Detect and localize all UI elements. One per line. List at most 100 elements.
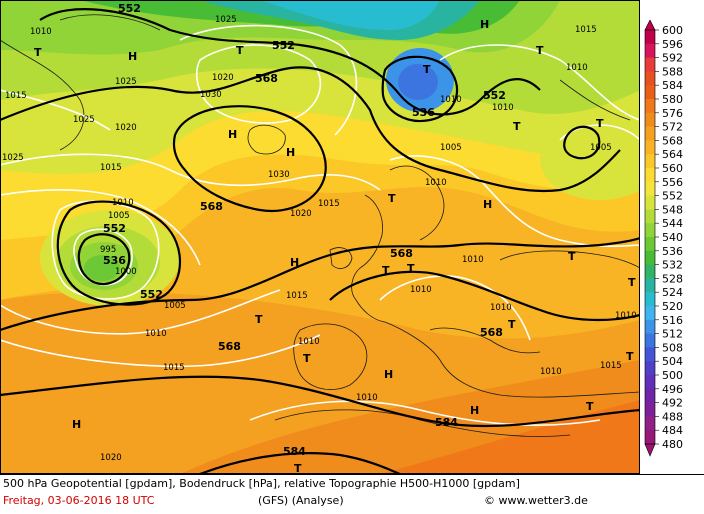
pressure-label: 1015 (163, 363, 185, 373)
legend-swatch (645, 416, 655, 431)
legend-label: 528 (662, 272, 683, 285)
gp-label: 568 (218, 340, 241, 353)
legend-swatch (645, 237, 655, 252)
low-marker: T (536, 44, 544, 57)
color-legend: 600 596 592 588 584 580 576 572 568 564 560 556 552 5… (640, 19, 704, 460)
pressure-label: 1020 (212, 73, 234, 83)
pressure-label: 1010 (540, 367, 562, 377)
legend-swatch (645, 264, 655, 279)
pressure-label: 1025 (2, 153, 24, 163)
high-marker: H (384, 368, 393, 381)
legend-label: 488 (662, 410, 683, 423)
low-marker: T (407, 262, 415, 275)
legend-label: 532 (662, 259, 683, 272)
legend-label: 580 (662, 93, 683, 106)
gp-label: 552 (103, 222, 126, 235)
pressure-label: 1025 (73, 115, 95, 125)
pressure-label: 1010 (30, 27, 52, 37)
legend-label: 568 (662, 134, 683, 147)
pressure-labels: 1025 1010 1015 1025 1020 1025 1030 1020 … (2, 15, 637, 463)
legend-label: 516 (662, 314, 683, 327)
low-marker: T (34, 46, 42, 59)
legend-swatch (645, 195, 655, 210)
low-marker: T (596, 117, 604, 130)
pressure-label: 1015 (5, 91, 27, 101)
legend-label: 504 (662, 355, 683, 368)
pressure-label: 1010 (566, 63, 588, 73)
pressure-label: 1010 (298, 337, 320, 347)
pressure-label: 1005 (164, 301, 186, 311)
pressure-label: 1030 (268, 170, 290, 180)
legend-label: 600 (662, 24, 683, 37)
legend-swatch (645, 140, 655, 155)
legend-swatch (645, 99, 655, 114)
legend-swatch (645, 278, 655, 293)
legend-swatch (645, 430, 655, 445)
legend-swatch (645, 306, 655, 321)
low-marker: T (586, 400, 594, 413)
legend-label: 576 (662, 107, 683, 120)
legend-swatch (645, 223, 655, 238)
legend-label: 496 (662, 383, 683, 396)
pressure-label: 1010 (490, 303, 512, 313)
low-pressure-centres: T T T T T T T T T T T T T T T T T (34, 44, 636, 474)
legend-swatch (645, 43, 655, 59)
pressure-label: 1015 (575, 25, 597, 35)
copyright: © www.wetter3.de (484, 494, 588, 507)
isobars (0, 24, 640, 427)
legend-swatch (645, 402, 655, 417)
pressure-label: 1010 (356, 393, 378, 403)
legend-label: 564 (662, 148, 683, 161)
legend-swatch (645, 181, 655, 197)
legend-label: 512 (662, 328, 683, 341)
legend-label: 552 (662, 190, 683, 203)
gp-label: 568 (480, 326, 503, 339)
low-marker: T (508, 318, 516, 331)
low-marker: T (388, 192, 396, 205)
legend-swatch (645, 333, 655, 348)
pressure-label: 1010 (410, 285, 432, 295)
legend-label: 572 (662, 121, 683, 134)
legend-swatch (645, 126, 655, 141)
low-marker: T (255, 313, 263, 326)
legend-top-arrow (644, 19, 656, 31)
legend-label: 592 (662, 52, 683, 65)
high-marker: H (128, 50, 137, 63)
pressure-label: 1005 (108, 211, 130, 221)
pressure-label: 1010 (112, 198, 134, 208)
legend-label: 544 (662, 217, 683, 230)
gp-label: 552 (118, 2, 141, 15)
low-marker: T (423, 63, 431, 76)
low-marker: T (626, 350, 634, 363)
legend-label: 596 (662, 38, 683, 51)
gp-label: 552 (140, 288, 163, 301)
gp-label: 584 (435, 416, 458, 429)
legend-swatch (645, 250, 655, 266)
gp-label: 568 (255, 72, 278, 85)
legend-label: 492 (662, 397, 683, 410)
geopotential-contours (0, 8, 640, 474)
pressure-label: 1015 (318, 199, 340, 209)
legend-label: 540 (662, 231, 683, 244)
legend-swatch (645, 361, 655, 376)
legend-swatch (645, 30, 655, 45)
pressure-label: 1015 (100, 163, 122, 173)
map-date: Freitag, 03-06-2016 18 UTC (3, 494, 155, 507)
legend-bottom-arrow (644, 443, 656, 457)
pressure-label: 1025 (115, 77, 137, 87)
gp-label: 536 (103, 254, 126, 267)
pressure-label: 1010 (462, 255, 484, 265)
low-marker: T (294, 462, 302, 474)
pressure-label: 1020 (290, 209, 312, 219)
pressure-label: 1020 (115, 123, 137, 133)
high-marker: H (470, 404, 479, 417)
legend-label: 500 (662, 369, 683, 382)
high-marker: H (480, 18, 489, 31)
pressure-label: 1005 (590, 143, 612, 153)
high-marker: H (483, 198, 492, 211)
gp-label: 552 (483, 89, 506, 102)
legend-label: 524 (662, 286, 683, 299)
pressure-label: 1005 (440, 143, 462, 153)
legend-swatch (645, 85, 655, 100)
high-marker: H (72, 418, 81, 431)
